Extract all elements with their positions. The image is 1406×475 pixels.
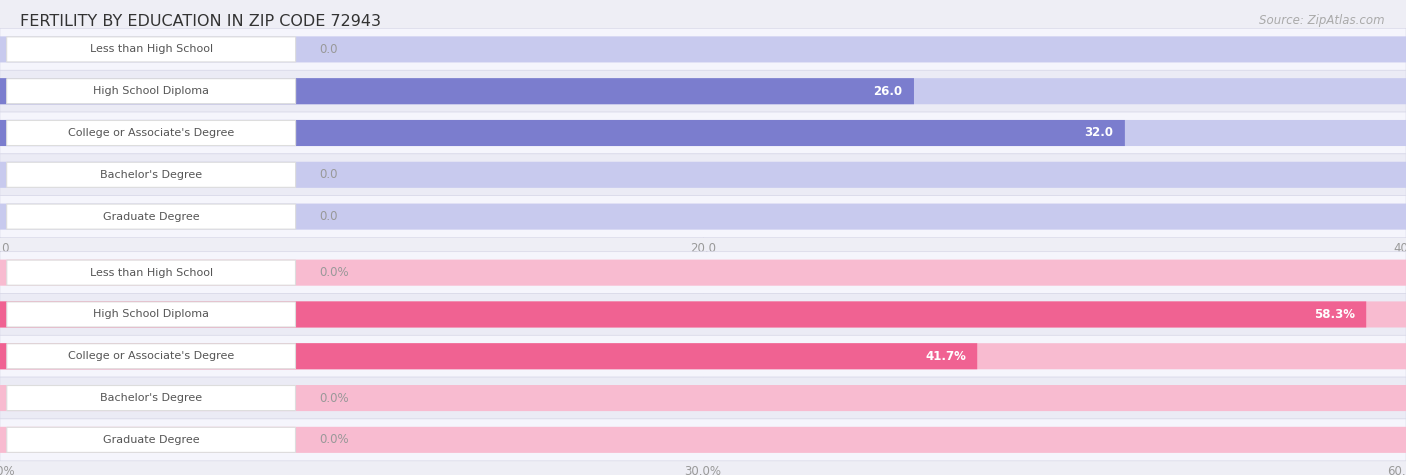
FancyBboxPatch shape [7,386,295,410]
FancyBboxPatch shape [0,78,914,104]
Text: 58.3%: 58.3% [1315,308,1355,321]
FancyBboxPatch shape [0,162,1406,188]
Text: High School Diploma: High School Diploma [93,86,209,96]
FancyBboxPatch shape [0,385,1406,411]
FancyBboxPatch shape [0,252,1406,294]
FancyBboxPatch shape [7,428,295,452]
Text: Bachelor's Degree: Bachelor's Degree [100,393,202,403]
FancyBboxPatch shape [7,37,295,62]
FancyBboxPatch shape [7,302,295,327]
Text: 0.0%: 0.0% [319,391,349,405]
Text: 0.0%: 0.0% [319,433,349,446]
FancyBboxPatch shape [0,302,1406,327]
Text: Graduate Degree: Graduate Degree [103,211,200,222]
Text: Less than High School: Less than High School [90,44,212,55]
FancyBboxPatch shape [7,121,295,145]
FancyBboxPatch shape [0,419,1406,461]
FancyBboxPatch shape [0,343,1406,369]
FancyBboxPatch shape [0,302,1367,327]
FancyBboxPatch shape [0,343,977,369]
FancyBboxPatch shape [7,79,295,104]
Text: 0.0: 0.0 [319,168,337,181]
FancyBboxPatch shape [0,70,1406,112]
FancyBboxPatch shape [7,260,295,285]
FancyBboxPatch shape [7,162,295,187]
Text: 0.0: 0.0 [319,43,337,56]
FancyBboxPatch shape [0,120,1125,146]
Text: FERTILITY BY EDUCATION IN ZIP CODE 72943: FERTILITY BY EDUCATION IN ZIP CODE 72943 [20,14,381,29]
Text: High School Diploma: High School Diploma [93,309,209,320]
Text: 32.0: 32.0 [1084,126,1114,140]
FancyBboxPatch shape [0,204,1406,229]
FancyBboxPatch shape [7,344,295,369]
FancyBboxPatch shape [0,294,1406,335]
FancyBboxPatch shape [0,427,1406,453]
FancyBboxPatch shape [0,260,1406,285]
Text: Source: ZipAtlas.com: Source: ZipAtlas.com [1260,14,1385,27]
Text: 0.0: 0.0 [319,210,337,223]
Text: Graduate Degree: Graduate Degree [103,435,200,445]
FancyBboxPatch shape [0,120,1406,146]
FancyBboxPatch shape [0,112,1406,154]
Text: Bachelor's Degree: Bachelor's Degree [100,170,202,180]
FancyBboxPatch shape [0,78,1406,104]
Text: College or Associate's Degree: College or Associate's Degree [67,128,235,138]
FancyBboxPatch shape [0,154,1406,196]
Text: Less than High School: Less than High School [90,267,212,278]
Text: 0.0%: 0.0% [319,266,349,279]
FancyBboxPatch shape [7,204,295,229]
Text: College or Associate's Degree: College or Associate's Degree [67,351,235,361]
FancyBboxPatch shape [0,335,1406,377]
Text: 26.0: 26.0 [873,85,903,98]
Text: 41.7%: 41.7% [925,350,966,363]
FancyBboxPatch shape [0,28,1406,70]
FancyBboxPatch shape [0,37,1406,62]
FancyBboxPatch shape [0,196,1406,238]
FancyBboxPatch shape [0,377,1406,419]
